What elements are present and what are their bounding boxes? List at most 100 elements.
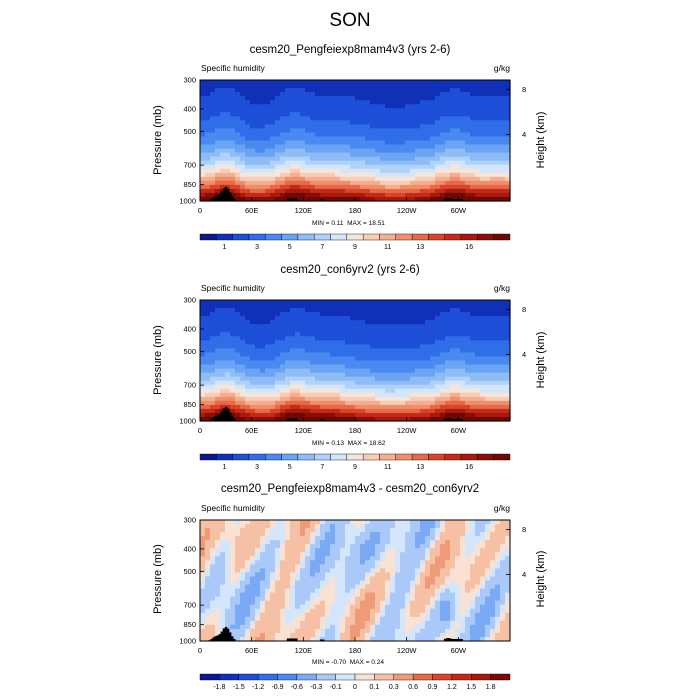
panel-2-cell [420, 320, 426, 325]
panel-1-cell [495, 136, 501, 142]
panel-1-cell [260, 120, 266, 125]
panel-1-cell [485, 140, 491, 146]
panel-2-cell [390, 372, 396, 378]
panel-1-cell [480, 148, 486, 154]
panel-2-cell [240, 388, 246, 394]
panel-2-cell [405, 304, 411, 309]
panel-2-cell [260, 340, 266, 345]
panel-2-cell [215, 392, 221, 398]
panel-2-cell [305, 356, 311, 362]
panel-3-cell [300, 520, 306, 525]
panel-2-cell [485, 348, 491, 354]
panel-1-cell [200, 88, 206, 93]
panel-2-cell [200, 352, 206, 358]
panel-2-cell [235, 312, 241, 317]
panel-2-cell [465, 312, 471, 317]
panel-1-cell [295, 168, 301, 174]
panel-1-cell [385, 100, 391, 105]
panel-1-cell [205, 96, 211, 101]
panel-2-cell [385, 408, 391, 414]
panel-1-cell [285, 112, 291, 117]
panel-3-cell [270, 524, 276, 529]
panel-2-cell [235, 340, 241, 345]
panel-2-cell [430, 348, 436, 354]
panel-1-cell [440, 84, 446, 89]
panel-2-cell [275, 336, 281, 341]
panel-2-cell [330, 344, 336, 349]
panel-1-cell [315, 124, 321, 129]
panel-3-cell [255, 556, 261, 561]
panel-2-cell [410, 308, 416, 313]
panel-2-cell [355, 344, 361, 349]
panel-2-cell [440, 324, 446, 329]
panel-2-cell [350, 416, 356, 422]
panel-1-variable-label: Specific humidity [201, 63, 265, 73]
panel-1-cell [240, 180, 246, 186]
panel-2-cell [320, 388, 326, 394]
panel-2-cell [250, 356, 256, 362]
panel-3-cell [340, 560, 346, 565]
panel-1-cell [435, 192, 441, 198]
panel-2-cell [205, 308, 211, 313]
panel-2-cell [200, 376, 206, 382]
panel-1-cell [380, 184, 386, 190]
terrain-column [288, 198, 292, 201]
panel-2-cell [335, 416, 341, 422]
panel-1-cell [265, 124, 271, 129]
panel-2-cell [225, 308, 231, 313]
panel-2-cell [370, 400, 376, 406]
panel-1-cell [295, 144, 301, 150]
panel-3-cell [265, 536, 271, 541]
panel-1-cell [335, 144, 341, 150]
panel-2-cell [410, 364, 416, 370]
panel-1-cell [480, 144, 486, 150]
panel-2-cell [300, 336, 306, 341]
panel-3-cell [255, 600, 261, 606]
panel-2-cell [260, 380, 266, 386]
panel-2-cell [350, 392, 356, 398]
panel-3-cell [320, 548, 326, 553]
panel-1-cell [285, 160, 291, 166]
panel-2-cell [310, 412, 316, 418]
panel-3-cell [275, 528, 281, 533]
panel-2-cell [345, 360, 351, 366]
panel-1-cell [505, 80, 511, 85]
panel-1-cell [275, 148, 281, 154]
panel-2-cell [280, 392, 286, 398]
panel-2-cell [270, 352, 276, 358]
panel-1-cell [235, 100, 241, 105]
panel-1-cell [260, 136, 266, 142]
panel-2-cell [315, 328, 321, 333]
panel-2-cell [475, 308, 481, 313]
panel-2-cell [245, 340, 251, 345]
panel-3-cell [280, 580, 286, 586]
panel-1-cell [330, 96, 336, 101]
panel-1-cell [465, 192, 471, 198]
panel-1-cell [280, 96, 286, 101]
panel-1-cell [500, 112, 506, 117]
panel-2-cell [380, 416, 386, 422]
terrain-column [445, 418, 449, 421]
panel-1-cell [475, 116, 481, 121]
panel-2-cell [200, 336, 206, 341]
panel-3-cell [210, 524, 216, 529]
panel-2-cell [220, 340, 226, 345]
panel-1-cell [345, 180, 351, 186]
panel-2-cell [480, 324, 486, 329]
panel-1-cell [415, 112, 421, 117]
panel-1-cell [345, 88, 351, 93]
panel-1-cell [455, 168, 461, 174]
panel-3-cell [340, 552, 346, 557]
panel-2-cell [450, 308, 456, 313]
panel-1-cell [345, 188, 351, 194]
panel-2-cell [295, 364, 301, 370]
panel-1-cell [435, 176, 441, 182]
panel-2-cell [335, 352, 341, 358]
panel-3-cell [265, 620, 271, 626]
panel-2-cell [480, 368, 486, 374]
panel-2-cell [490, 348, 496, 354]
panel-1-cell [295, 152, 301, 158]
panel-3-cell [220, 528, 226, 533]
panel-3-cell [300, 608, 306, 614]
